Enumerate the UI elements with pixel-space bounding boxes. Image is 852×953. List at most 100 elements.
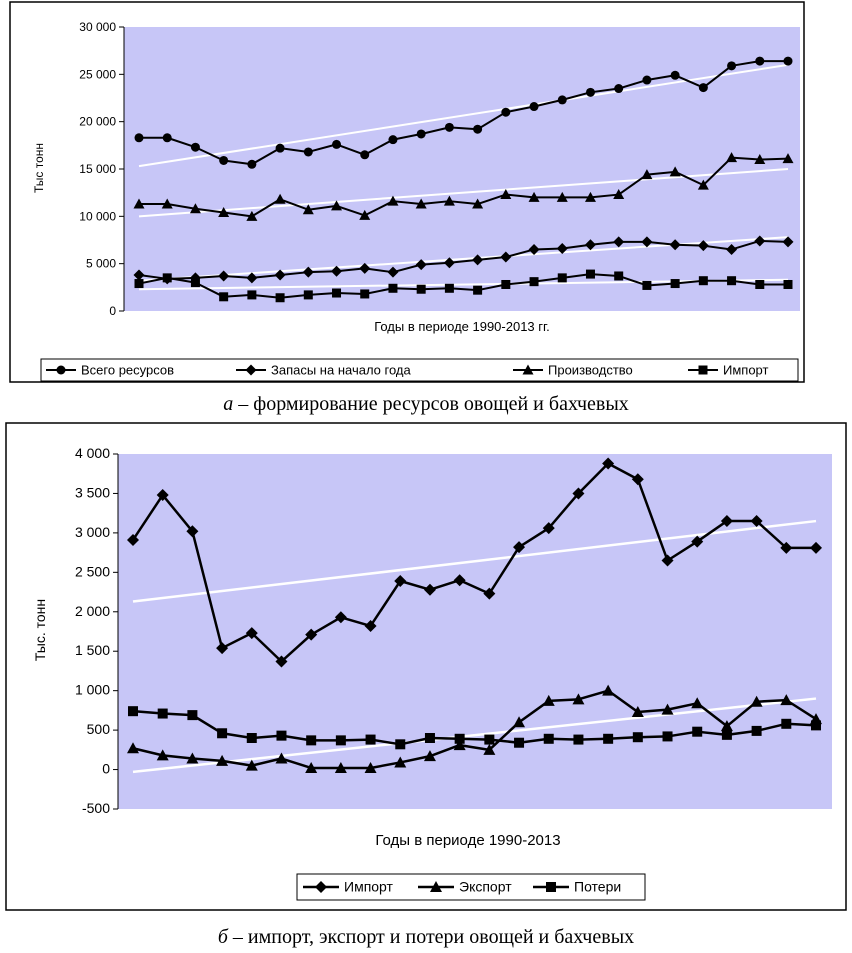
a-point-3 [416, 284, 426, 294]
a-legend-marker-2 [522, 364, 534, 375]
a-point-0 [727, 61, 737, 71]
b-point-0 [453, 574, 466, 587]
chart-b: -500 0 500 1 000 1 500 2 000 2 500 3 000 3 500 4 … [5, 422, 847, 911]
chart-a-legend-box [40, 358, 799, 382]
b-point-1 [572, 693, 585, 705]
a-legend-label-2: Производство [548, 363, 633, 378]
a-point-2 [359, 209, 371, 220]
a-point-1 [246, 272, 258, 284]
a-point-3 [783, 279, 793, 289]
b-point-1 [156, 749, 169, 761]
a-point-3 [275, 293, 285, 303]
b-point-2 [751, 725, 762, 736]
b-point-1 [275, 752, 288, 764]
a-point-2 [697, 179, 709, 190]
b-point-2 [543, 733, 554, 744]
a-point-2 [443, 195, 455, 206]
a-point-3 [727, 276, 737, 286]
b-ytick-label: 1 000 [75, 682, 110, 698]
b-point-0 [394, 575, 407, 588]
b-point-1 [602, 684, 615, 696]
b-legend-marker-0 [315, 881, 327, 893]
a-point-0 [360, 150, 370, 160]
a-point-3 [755, 279, 765, 289]
b-point-2 [335, 735, 346, 746]
a-point-1 [754, 235, 766, 247]
a-point-2 [500, 189, 512, 200]
a-point-3 [614, 271, 624, 281]
b-point-0 [364, 619, 377, 632]
a-point-3 [557, 273, 567, 283]
a-point-0 [275, 143, 285, 153]
a-trendline [138, 63, 789, 168]
a-point-3 [698, 276, 708, 286]
a-point-2 [641, 169, 653, 180]
b-point-2 [365, 734, 376, 745]
a-legend-label-0: Всего ресурсов [81, 363, 174, 378]
a-legend-label-1: Запасы на начало года [271, 363, 412, 378]
b-legend-label-0: Импорт [344, 879, 394, 895]
b-point-2 [395, 739, 406, 750]
a-point-2 [415, 198, 427, 209]
a-point-0 [134, 133, 144, 143]
a-point-2 [189, 203, 201, 214]
a-ytick-label: 30 000 [79, 20, 116, 34]
a-point-0 [670, 70, 680, 80]
a-point-0 [162, 133, 172, 143]
b-point-1 [127, 742, 139, 754]
b-point-2 [721, 729, 732, 740]
b-ytick-label: 2 500 [75, 563, 110, 579]
b-series-line-0 [131, 462, 816, 663]
b-ytick-label: 1 500 [75, 642, 110, 658]
a-legend-marker-1 [245, 364, 257, 376]
a-trendline [138, 278, 789, 291]
b-point-0 [216, 642, 229, 655]
a-point-0 [416, 129, 426, 139]
b-point-2 [484, 734, 495, 745]
a-point-1 [331, 265, 343, 277]
b-point-2 [514, 737, 525, 748]
b-point-2 [217, 728, 228, 739]
a-point-0 [642, 75, 652, 85]
a-point-0 [247, 159, 257, 169]
b-point-1 [513, 716, 526, 728]
b-legend-label-1: Экспорт [459, 879, 512, 895]
caption-a-letter: а – [223, 393, 249, 415]
b-point-2 [692, 726, 703, 737]
a-point-3 [303, 290, 313, 300]
a-point-0 [444, 122, 454, 132]
a-point-2 [161, 198, 173, 209]
a-legend-label-3: Импорт [723, 363, 768, 378]
a-point-0 [332, 139, 342, 149]
a-ytick-label: 5 000 [86, 257, 116, 271]
caption-a: а – формирование ресурсов овощей и бахче… [0, 393, 852, 416]
a-point-0 [557, 95, 567, 105]
b-point-0 [305, 628, 318, 641]
b-point-1 [483, 743, 496, 755]
a-point-2 [669, 166, 681, 177]
a-point-2 [754, 154, 766, 165]
b-point-1 [394, 756, 407, 768]
b-trendline [132, 519, 817, 603]
a-point-3 [360, 289, 370, 299]
b-ytick-label: 3 000 [75, 524, 110, 540]
b-point-1 [720, 720, 733, 732]
b-point-1 [305, 761, 318, 773]
a-point-2 [331, 200, 343, 211]
a-point-1 [726, 243, 738, 255]
b-point-2 [128, 706, 138, 717]
caption-b-text: импорт, экспорт и потери овощей и бахчев… [247, 926, 635, 948]
caption-b: б – импорт, экспорт и потери овощей и ба… [0, 926, 852, 949]
b-point-0 [661, 554, 674, 567]
a-legend-marker-3 [698, 365, 708, 375]
b-ytick-label: -500 [82, 800, 110, 816]
b-point-2 [632, 732, 643, 743]
b-point-0 [186, 525, 199, 538]
a-point-0 [755, 56, 765, 66]
b-legend-marker-1 [430, 881, 442, 892]
a-point-1 [528, 243, 540, 255]
b-point-1 [631, 705, 644, 717]
a-point-0 [698, 83, 708, 93]
a-point-1 [133, 269, 145, 281]
chart-b-plot-area [118, 454, 832, 809]
